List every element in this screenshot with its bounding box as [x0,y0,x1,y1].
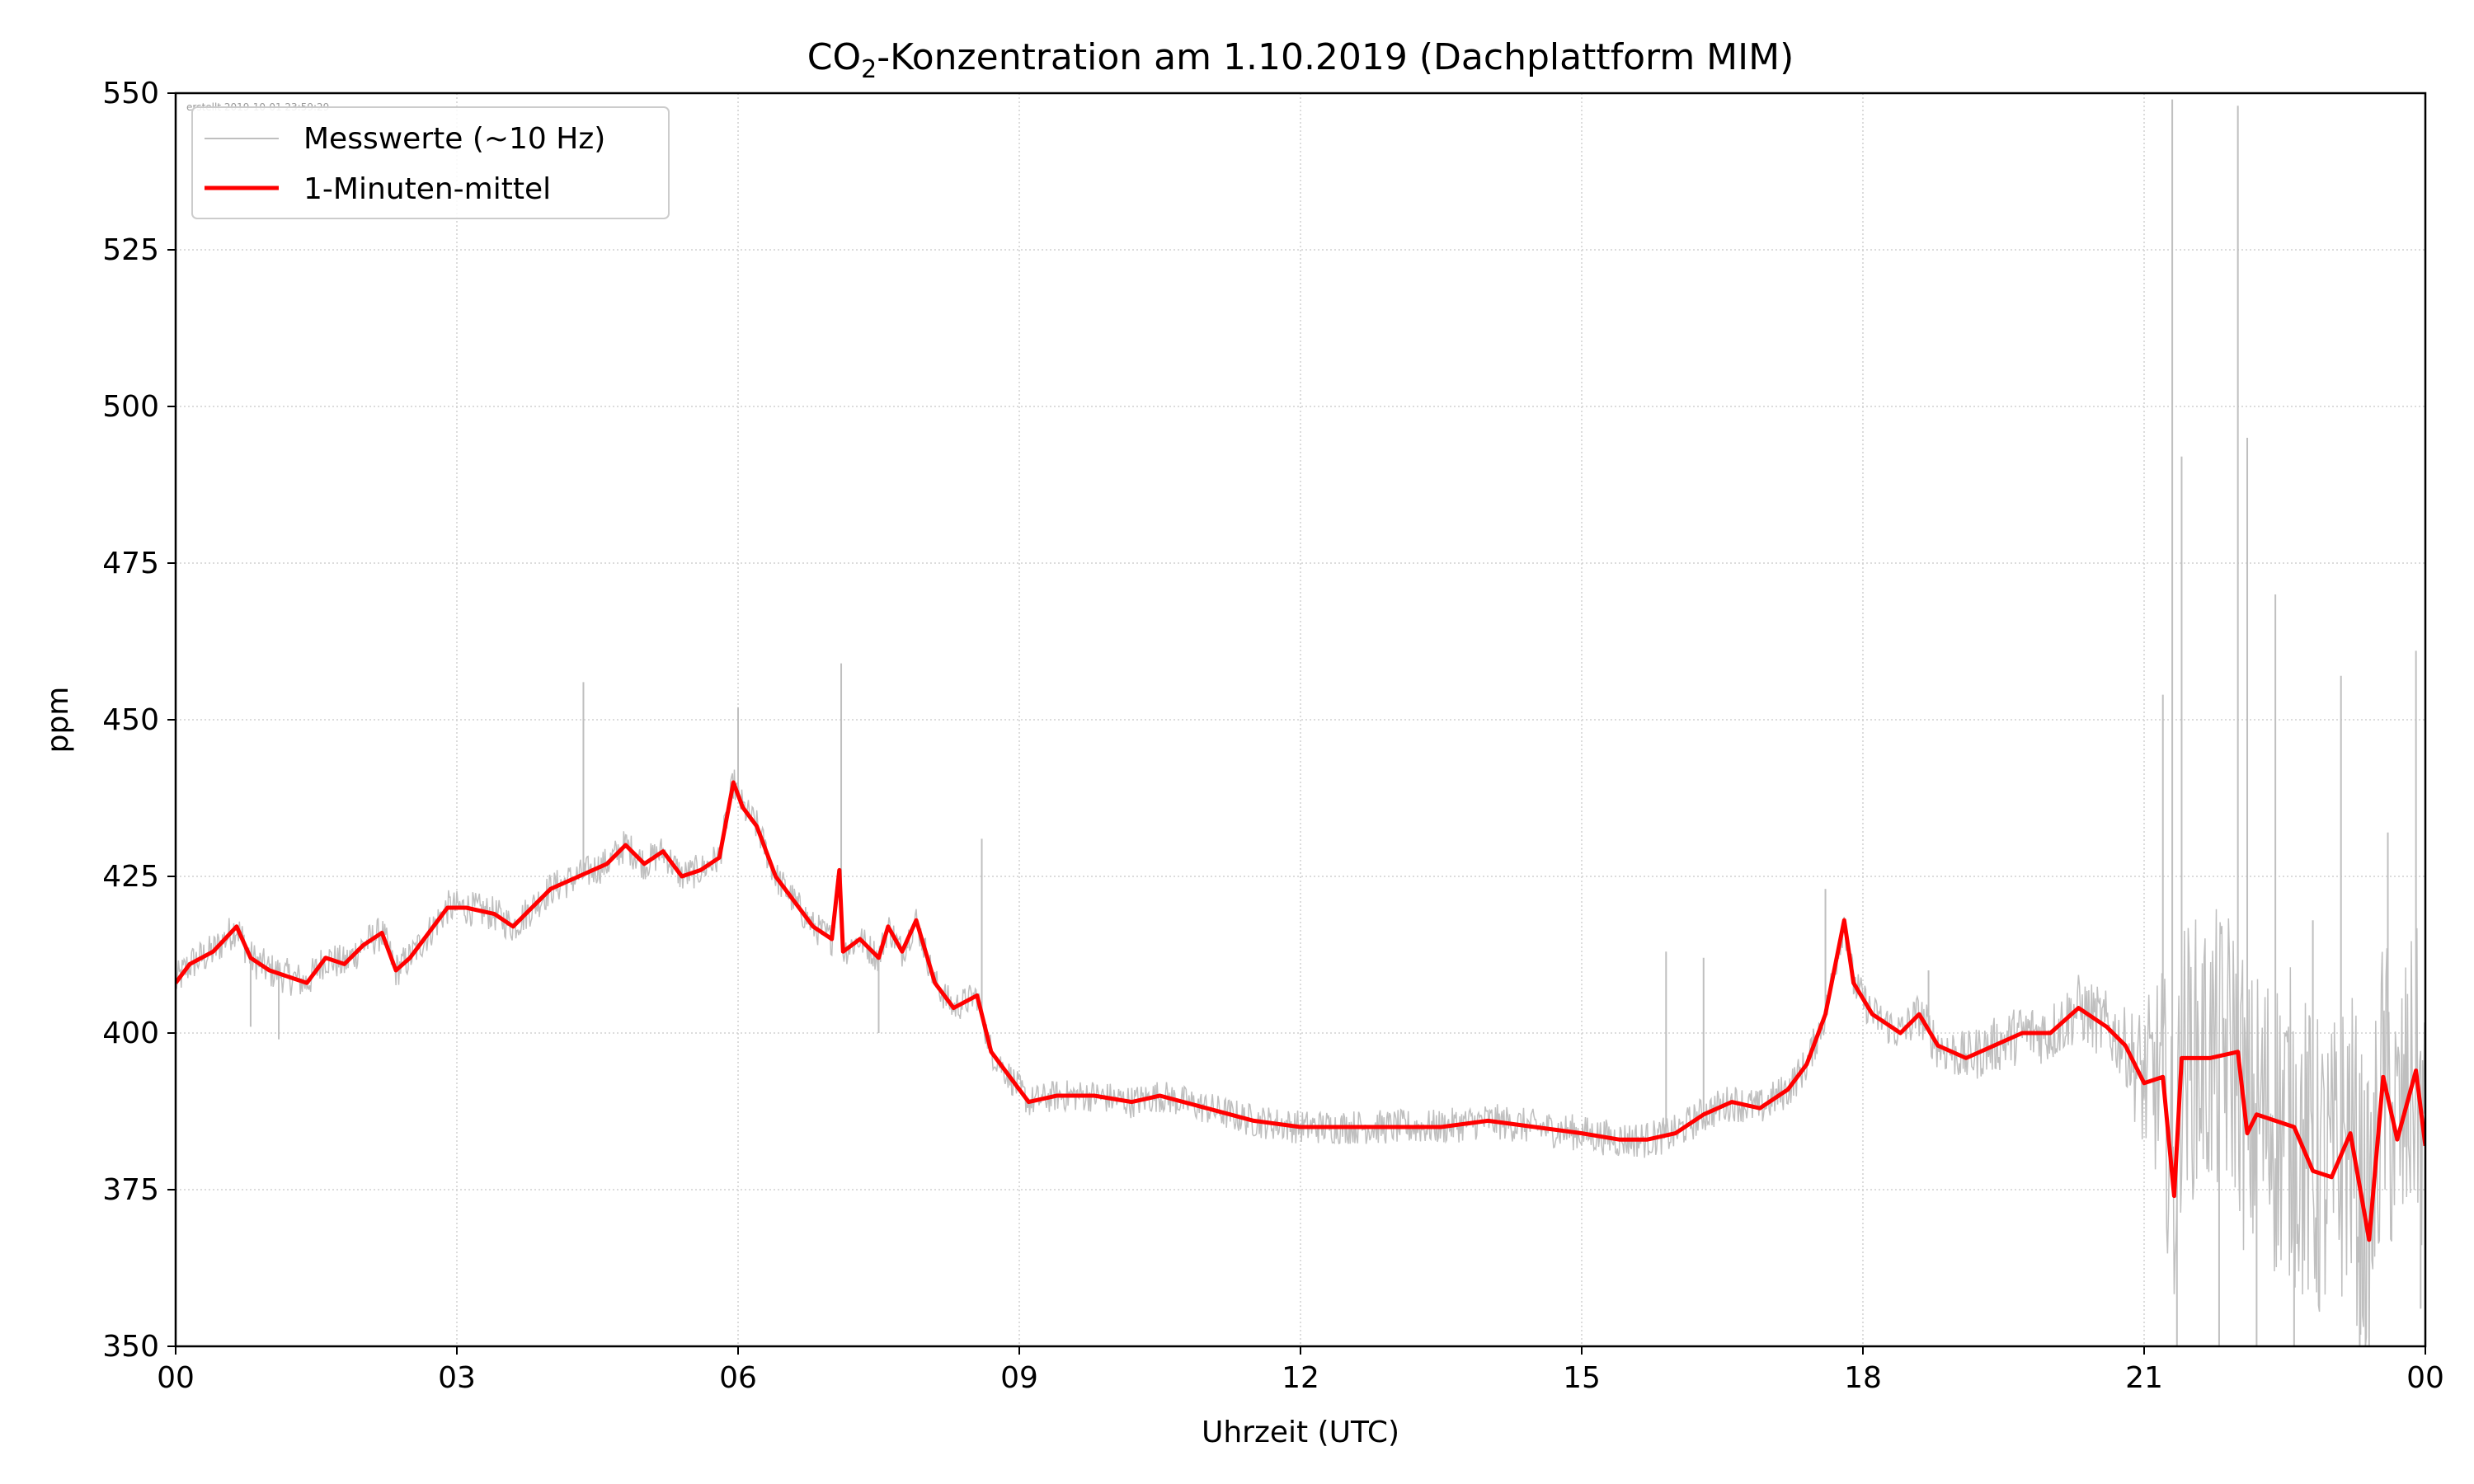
y-axis-label: ppm [41,687,75,754]
y-axis-ticks: 350 375 400 425 450 475 500 525 550 [102,77,176,1364]
y-tick-label: 350 [102,1330,159,1364]
y-tick-label: 400 [102,1017,159,1050]
x-axis-label: Uhrzeit (UTC) [1202,1416,1399,1449]
x-tick-label: 09 [1000,1361,1038,1395]
x-tick-label: 15 [1563,1361,1601,1395]
x-tick-label: 12 [1282,1361,1319,1395]
y-tick-label: 475 [102,547,159,580]
y-tick-label: 500 [102,390,159,424]
y-tick-label: 550 [102,77,159,110]
legend-label-messwerte: Messwerte (~10 Hz) [303,122,605,156]
mittel-line [176,780,2425,1242]
chart-title-suffix: -Konzentration am 1.10.2019 (Dachplattfo… [877,36,1794,78]
x-tick-label: 06 [719,1361,757,1395]
y-tick-label: 525 [102,233,159,267]
series-1-minuten-mittel [176,780,2425,1242]
y-tick-label: 425 [102,860,159,894]
chart-title-subscript: 2 [861,55,877,84]
x-tick-label: 00 [157,1361,195,1395]
legend: Messwerte (~10 Hz) 1-Minuten-mittel [191,106,670,219]
x-axis-ticks: 00 03 06 09 12 15 18 21 00 [157,1346,2444,1395]
legend-label-1-minuten-mittel: 1-Minuten-mittel [303,172,551,206]
chart-title-prefix: CO [807,36,861,78]
chart-title: CO2-Konzentration am 1.10.2019 (Dachplat… [807,36,1794,84]
y-tick-label: 375 [102,1173,159,1207]
x-tick-label: 21 [2125,1361,2163,1395]
x-tick-label: 18 [1844,1361,1882,1395]
y-tick-label: 450 [102,703,159,737]
x-tick-label: 00 [2406,1361,2444,1395]
legend-box [191,106,670,219]
x-tick-label: 03 [438,1361,476,1395]
